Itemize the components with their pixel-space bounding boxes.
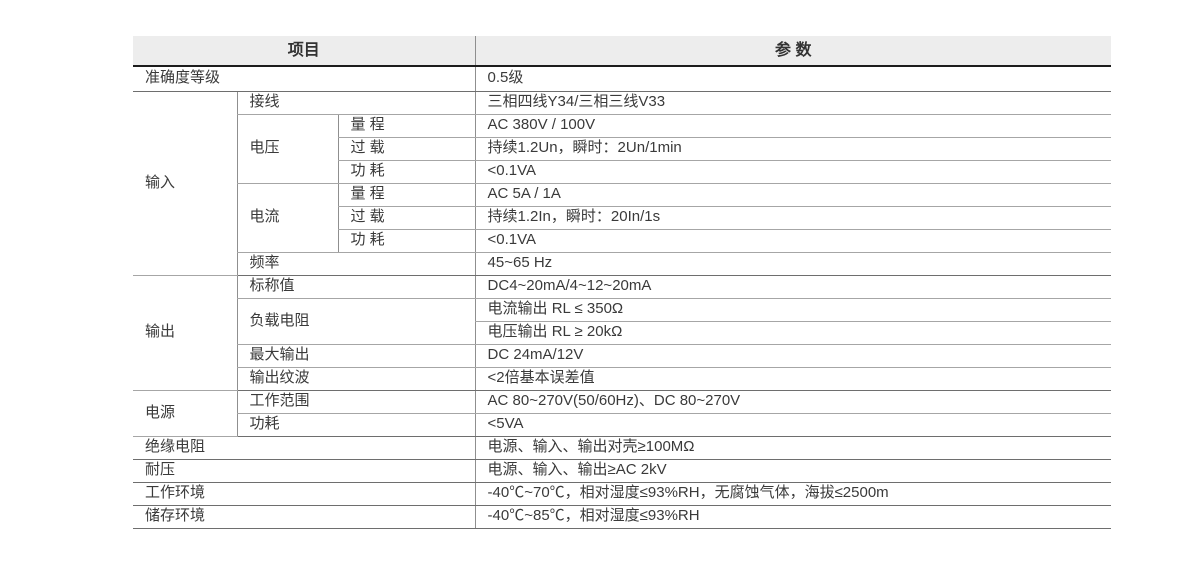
row-accuracy: 准确度等级 0.5级 — [133, 66, 1112, 92]
ripple-label: 输出纹波 — [236, 367, 476, 391]
insulation-resistance-value: 电源、输入、输出对壳≥100MΩ — [474, 436, 1112, 460]
load-resistance-voltage-value: 电压输出 RL ≥ 20kΩ — [474, 321, 1112, 345]
storage-environment-value: -40℃~85℃，相对湿度≤93%RH — [474, 505, 1112, 529]
row-voltage-range: 电压 量 程 AC 380V / 100V — [133, 114, 1112, 184]
wiring-label: 接线 — [236, 91, 476, 115]
voltage-overload-value: 持续1.2Un，瞬时：2Un/1min — [474, 137, 1112, 161]
withstand-voltage-value: 电源、输入、输出≥AC 2kV — [474, 459, 1112, 483]
output-group-label: 输出 — [133, 275, 237, 391]
operating-environment-value: -40℃~70℃，相对湿度≤93%RH，无腐蚀气体，海拔≤2500m — [474, 482, 1112, 506]
load-resistance-label: 负载电阻 — [236, 298, 476, 345]
row-operating-environment: 工作环境 -40℃~70℃，相对湿度≤93%RH，无腐蚀气体，海拔≤2500m — [133, 482, 1112, 506]
current-range-value: AC 5A / 1A — [474, 183, 1112, 207]
accuracy-value: 0.5级 — [474, 66, 1112, 92]
wiring-value: 三相四线Y34/三相三线V33 — [474, 91, 1112, 115]
row-load-resistance-current: 负载电阻 电流输出 RL ≤ 350Ω — [133, 298, 1112, 345]
input-group-label: 输入 — [133, 91, 237, 276]
current-range-label: 量 程 — [337, 183, 476, 207]
header-row: 项目 参 数 — [133, 36, 1112, 67]
col-header-param: 参 数 — [474, 36, 1112, 67]
row-frequency: 频率 45~65 Hz — [133, 252, 1112, 276]
row-voltage-overload: 过 载 持续1.2Un，瞬时：2Un/1min — [133, 137, 1112, 161]
row-insulation-resistance: 绝缘电阻 电源、输入、输出对壳≥100MΩ — [133, 436, 1112, 460]
row-output-nominal: 输出 标称值 DC4~20mA/4~12~20mA — [133, 275, 1112, 391]
row-current-overload: 过 载 持续1.2In，瞬时：20In/1s — [133, 206, 1112, 230]
row-withstand-voltage: 耐压 电源、输入、输出≥AC 2kV — [133, 459, 1112, 483]
row-storage-environment: 储存环境 -40℃~85℃，相对湿度≤93%RH — [133, 505, 1112, 529]
insulation-resistance-label: 绝缘电阻 — [133, 436, 476, 460]
row-input-wiring: 输入 接线 三相四线Y34/三相三线V33 — [133, 91, 1112, 276]
row-current-range: 电流 量 程 AC 5A / 1A — [133, 183, 1112, 253]
row-ripple: 输出纹波 <2倍基本误差值 — [133, 367, 1112, 391]
row-working-range: 电源 工作范围 AC 80~270V(50/60Hz)、DC 80~270V — [133, 390, 1112, 437]
current-label: 电流 — [236, 183, 338, 253]
accuracy-label: 准确度等级 — [133, 66, 476, 92]
current-overload-value: 持续1.2In，瞬时：20In/1s — [474, 206, 1112, 230]
frequency-label: 频率 — [236, 252, 476, 276]
load-resistance-current-value: 电流输出 RL ≤ 350Ω — [474, 298, 1112, 322]
voltage-range-label: 量 程 — [337, 114, 476, 138]
current-power-value: <0.1VA — [474, 229, 1112, 253]
nominal-value: DC4~20mA/4~12~20mA — [474, 275, 1112, 299]
spec-table: 项目 参 数 准确度等级 0.5级 输入 接线 三相四线Y34/三相三线V33 … — [133, 36, 1112, 529]
voltage-power-value: <0.1VA — [474, 160, 1112, 184]
row-load-resistance-voltage: 电压输出 RL ≥ 20kΩ — [133, 321, 1112, 345]
withstand-voltage-label: 耐压 — [133, 459, 476, 483]
max-output-label: 最大输出 — [236, 344, 476, 368]
current-power-label: 功 耗 — [337, 229, 476, 253]
voltage-label: 电压 — [236, 114, 338, 184]
power-supply-group-label: 电源 — [133, 390, 237, 437]
row-power-consumption: 功耗 <5VA — [133, 413, 1112, 437]
voltage-overload-label: 过 载 — [337, 137, 476, 161]
storage-environment-label: 储存环境 — [133, 505, 476, 529]
power-consumption-value: <5VA — [474, 413, 1112, 437]
row-voltage-power: 功 耗 <0.1VA — [133, 160, 1112, 184]
row-current-power: 功 耗 <0.1VA — [133, 229, 1112, 253]
ripple-value: <2倍基本误差值 — [474, 367, 1112, 391]
working-range-value: AC 80~270V(50/60Hz)、DC 80~270V — [474, 390, 1112, 414]
working-range-label: 工作范围 — [236, 390, 476, 414]
row-max-output: 最大输出 DC 24mA/12V — [133, 344, 1112, 368]
power-consumption-label: 功耗 — [236, 413, 476, 437]
frequency-value: 45~65 Hz — [474, 252, 1112, 276]
voltage-power-label: 功 耗 — [337, 160, 476, 184]
max-output-value: DC 24mA/12V — [474, 344, 1112, 368]
nominal-label: 标称值 — [236, 275, 476, 299]
operating-environment-label: 工作环境 — [133, 482, 476, 506]
current-overload-label: 过 载 — [337, 206, 476, 230]
col-header-item: 项目 — [133, 36, 476, 67]
voltage-range-value: AC 380V / 100V — [474, 114, 1112, 138]
